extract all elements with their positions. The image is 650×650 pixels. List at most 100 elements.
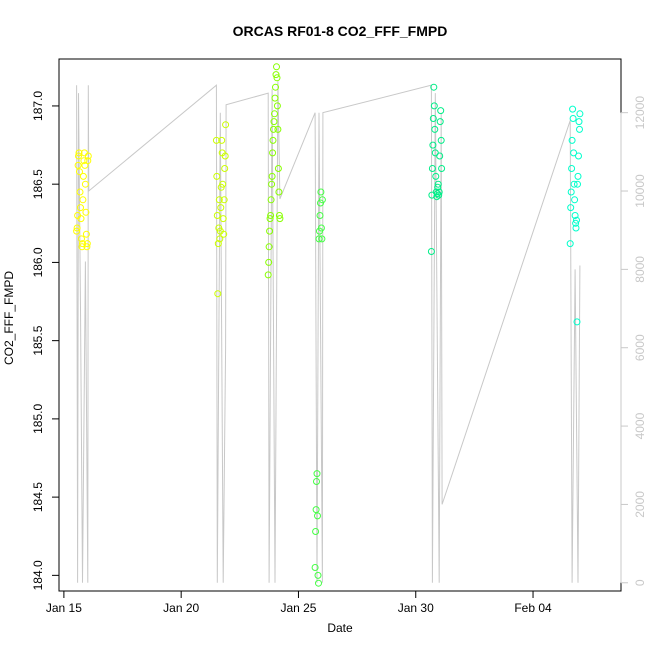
y-axis-left: 184.0 184.5 185.0 185.5 186.0 186.5 187.0 xyxy=(31,91,60,590)
data-point xyxy=(428,165,436,172)
data-point xyxy=(219,215,227,223)
data-point xyxy=(219,180,227,188)
data-point xyxy=(270,118,278,126)
data-point xyxy=(273,63,280,71)
y-right-tick-label: 4000 xyxy=(633,412,647,439)
data-point xyxy=(571,196,579,204)
data-point xyxy=(438,165,446,172)
x-axis: Jan 15 Jan 20 Jan 25 Jan 30 Feb 04 xyxy=(46,590,552,615)
y-right-tick-label: 10000 xyxy=(633,174,647,208)
data-point xyxy=(264,271,272,279)
data-point xyxy=(222,121,230,129)
data-point xyxy=(220,196,228,204)
data-point xyxy=(267,212,275,219)
data-point xyxy=(265,243,273,251)
y-tick-label: 185.0 xyxy=(31,404,45,434)
series-rf06 xyxy=(566,105,584,326)
x-axis-label: Date xyxy=(327,621,353,635)
altitude-line-layer xyxy=(76,81,581,583)
series-rf04 xyxy=(311,188,326,587)
data-point xyxy=(217,204,225,212)
data-point xyxy=(271,110,278,118)
data-point xyxy=(79,172,87,180)
data-point xyxy=(427,248,435,255)
data-point xyxy=(437,136,445,144)
data-point xyxy=(566,240,574,248)
series-rf03 xyxy=(264,63,284,279)
data-point xyxy=(315,235,323,243)
data-point xyxy=(215,196,223,204)
y-tick-label: 186.5 xyxy=(31,169,45,199)
y-axis-label: CO2_FFF_FMPD xyxy=(2,271,16,365)
data-point xyxy=(212,136,220,144)
data-point xyxy=(573,216,580,224)
data-point xyxy=(571,212,579,219)
data-point xyxy=(84,157,92,165)
y-right-tick-label: 12000 xyxy=(633,96,647,130)
data-point xyxy=(81,180,89,188)
data-point xyxy=(76,168,83,176)
data-point xyxy=(83,243,91,251)
data-point xyxy=(318,235,326,243)
data-point xyxy=(266,227,274,235)
data-point xyxy=(274,125,282,133)
data-point xyxy=(78,235,85,243)
data-point xyxy=(218,136,226,144)
data-point xyxy=(271,94,279,102)
data-point xyxy=(313,470,321,478)
y-right-tick-label: 2000 xyxy=(633,491,647,518)
x-tick-label: Jan 15 xyxy=(46,601,82,615)
data-point xyxy=(266,215,274,223)
data-point xyxy=(84,152,92,160)
data-point xyxy=(436,152,444,160)
y-tick-label: 187.0 xyxy=(31,91,45,121)
data-point xyxy=(77,215,85,223)
data-point xyxy=(214,240,222,248)
data-point xyxy=(567,204,575,212)
data-point xyxy=(272,83,279,91)
data-point xyxy=(82,230,90,238)
data-point xyxy=(265,258,273,266)
data-point xyxy=(431,125,439,133)
data-point xyxy=(570,180,578,188)
data-point xyxy=(312,528,320,535)
data-point xyxy=(576,125,583,133)
data-point xyxy=(317,224,325,232)
data-point xyxy=(575,152,582,160)
x-tick-label: Jan 25 xyxy=(280,601,316,615)
data-point xyxy=(429,115,437,122)
data-point xyxy=(437,107,445,115)
data-point xyxy=(272,71,280,79)
data-point xyxy=(214,290,222,298)
y-tick-label: 186.0 xyxy=(31,247,45,277)
data-point xyxy=(76,188,84,196)
y-right-tick-label: 0 xyxy=(633,579,647,586)
data-point xyxy=(75,152,82,160)
data-point xyxy=(569,115,577,122)
data-point xyxy=(268,172,276,180)
data-point xyxy=(314,571,322,579)
chart-title: ORCAS RF01-8 CO2_FFF_FMPD xyxy=(233,23,448,39)
data-point xyxy=(83,240,91,248)
data-point xyxy=(311,564,319,571)
y-tick-label: 184.5 xyxy=(31,482,45,512)
data-point xyxy=(575,118,583,126)
data-point xyxy=(567,188,575,196)
data-point xyxy=(574,172,582,180)
data-point xyxy=(73,227,81,235)
data-point xyxy=(312,506,320,514)
data-point xyxy=(269,136,277,144)
series-rf01 xyxy=(73,149,92,251)
x-tick-label: Jan 20 xyxy=(163,601,199,615)
data-point xyxy=(313,478,320,485)
data-point xyxy=(572,224,580,232)
data-point xyxy=(80,157,88,165)
data-point xyxy=(317,188,325,196)
x-tick-label: Jan 30 xyxy=(398,601,434,615)
data-point xyxy=(275,188,283,196)
data-points-layer xyxy=(73,63,584,587)
y-right-tick-label: 8000 xyxy=(633,256,647,283)
data-point xyxy=(82,208,90,216)
data-point xyxy=(73,224,81,232)
